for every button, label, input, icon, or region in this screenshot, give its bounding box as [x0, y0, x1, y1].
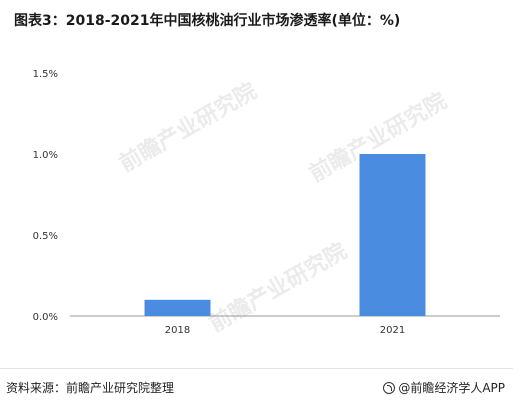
y-tick-label: 0.5% — [33, 231, 58, 242]
x-axis-ticks: 2018 2021 — [165, 325, 405, 336]
footer-divider — [0, 368, 513, 369]
bars — [144, 154, 426, 316]
brand-label: @前瞻经济学人APP — [398, 381, 505, 395]
x-tick-label: 2018 — [165, 325, 190, 336]
x-tick-label: 2021 — [380, 325, 405, 336]
source-note: 资料来源：前瞻产业研究院整理 — [6, 381, 175, 395]
bar-2018 — [144, 299, 211, 316]
brand-logo-icon — [383, 381, 396, 394]
brand-credit: @前瞻经济学人APP — [383, 379, 505, 396]
y-tick-label: 1.0% — [33, 150, 58, 161]
chart-title: 图表3：2018-2021年中国核桃油行业市场渗透率(单位：%) — [14, 13, 401, 29]
y-tick-label: 0.0% — [33, 312, 58, 323]
y-axis-ticks: 0.0% 0.5% 1.0% 1.5% — [33, 69, 58, 323]
y-tick-label: 1.5% — [33, 69, 58, 80]
bar-2021 — [359, 154, 426, 316]
